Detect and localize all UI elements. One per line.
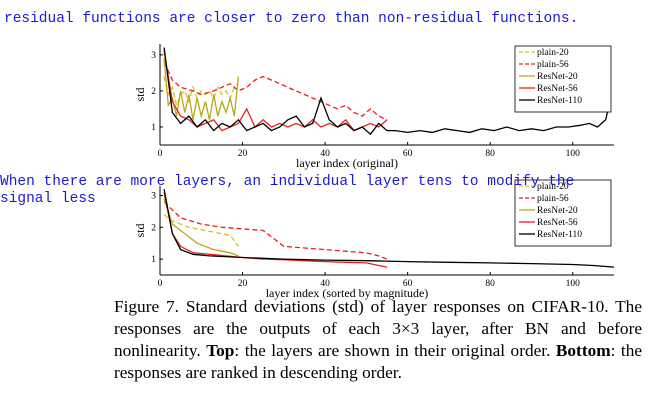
legend-box	[514, 45, 612, 113]
figure-caption: Figure 7. Standard deviations (std) of l…	[114, 296, 642, 384]
legend: plain-20 plain-56 ResNet-20 ResNet-56 ResNet…	[514, 179, 612, 247]
legend-label: ResNet-20	[537, 72, 578, 82]
x-tick-label: 20	[238, 279, 248, 289]
legend-label: ResNet-56	[537, 218, 578, 228]
x-axis-label: layer index (sorted by magnitude)	[266, 286, 429, 300]
legend-box	[514, 179, 612, 247]
series-line-resnet-110	[163, 47, 611, 136]
legend-label: ResNet-56	[537, 84, 578, 94]
legend: plain-20 plain-56 ResNet-20 ResNet-56 ResNet…	[514, 45, 612, 113]
series-line-resnet-110	[163, 189, 615, 268]
x-axis-label: layer index (original)	[296, 156, 398, 170]
legend-label: ResNet-110	[537, 230, 582, 240]
y-tick-label: 3	[151, 51, 156, 61]
legend-label: plain-20	[537, 182, 569, 192]
x-tick-label: 60	[403, 279, 413, 289]
y-tick-label: 2	[151, 87, 156, 97]
y-axis-label: std	[133, 223, 147, 237]
legend-label: plain-56	[537, 194, 569, 204]
x-tick-label: 0	[158, 149, 163, 159]
legend-label: ResNet-110	[537, 96, 582, 106]
legend-label: plain-56	[537, 60, 569, 70]
caption-sentence: The responses are the outputs of each 3×…	[114, 297, 642, 360]
annotation-top: residual functions are closer to zero th…	[4, 11, 579, 27]
annotation-middle-line2: signal less	[0, 191, 96, 207]
series-line-plain-56	[163, 61, 388, 121]
x-tick-label: 40	[320, 149, 330, 159]
x-tick-label: 40	[320, 279, 330, 289]
series-line-plain-20	[163, 214, 239, 247]
x-tick-label: 100	[566, 279, 581, 289]
x-tick-label: 80	[485, 279, 495, 289]
legend-label: ResNet-20	[537, 206, 578, 216]
chart-top: 0 20 40 60 80 100 1 2 3 layer index (original) std…	[133, 44, 614, 170]
y-tick-label: 2	[151, 223, 156, 233]
y-tick-label: 1	[151, 123, 156, 133]
y-tick-label: 1	[151, 255, 156, 265]
series-line-resnet-20	[163, 198, 239, 257]
caption-title: Figure 7. Standard deviations (std) of l…	[114, 297, 609, 316]
y-axis-label: std	[133, 87, 147, 101]
legend-label: plain-20	[537, 48, 569, 58]
x-tick-label: 80	[485, 149, 495, 159]
caption-bottom-label: Bottom	[555, 341, 611, 360]
series-line-resnet-56	[163, 192, 388, 268]
x-tick-label: 0	[158, 279, 163, 289]
x-tick-label: 60	[403, 149, 413, 159]
chart-bottom: 0 20 40 60 80 100 1 2 3 layer index (sorted by ma…	[133, 179, 615, 300]
annotation-middle-line1: When there are more layers, an individua…	[0, 174, 575, 190]
caption-bottom-text: : the responses are ranked in descending…	[114, 341, 643, 382]
series-line-resnet-20	[163, 58, 240, 120]
series-line-resnet-56	[163, 51, 388, 132]
series-line-plain-20	[163, 76, 239, 108]
caption-top-text: : the layers are shown in their original…	[234, 341, 551, 360]
x-tick-label: 20	[238, 149, 248, 159]
caption-top-label: Top	[206, 341, 235, 360]
x-tick-label: 100	[566, 149, 581, 159]
annotation-middle: When there are more layers, an individua…	[0, 174, 574, 208]
series-line-plain-56	[163, 201, 388, 260]
y-tick-label: 3	[151, 192, 156, 202]
